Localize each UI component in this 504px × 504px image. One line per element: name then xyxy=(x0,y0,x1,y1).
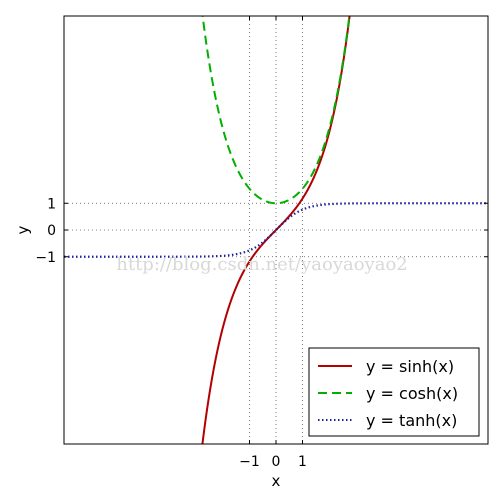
watermark-text: http://blog.csdn.net/yaoyaoyao2 xyxy=(116,254,408,275)
x-tick-label-0: −1 xyxy=(239,454,260,470)
x-axis-label: x xyxy=(272,472,281,490)
series-line-tanh xyxy=(64,202,488,258)
legend-label-tanh: y = tanh(x) xyxy=(366,411,457,430)
x-tick-label-1: 0 xyxy=(272,454,281,470)
y-tick-label-1: 0 xyxy=(47,223,56,239)
axis-ticks: −1 0 1 −1 0 1 xyxy=(35,16,488,470)
y-tick-label-2: 1 xyxy=(47,196,56,212)
series-lines xyxy=(64,16,488,444)
legend-label-cosh: y = cosh(x) xyxy=(366,384,458,403)
y-axis-label: y xyxy=(14,225,32,234)
legend-label-sinh: y = sinh(x) xyxy=(366,357,454,376)
y-tick-label-0: −1 xyxy=(35,250,56,266)
series-line-sinh xyxy=(201,16,351,444)
x-tick-label-2: 1 xyxy=(298,454,307,470)
legend: y = sinh(x) y = cosh(x) y = tanh(x) xyxy=(308,347,480,437)
